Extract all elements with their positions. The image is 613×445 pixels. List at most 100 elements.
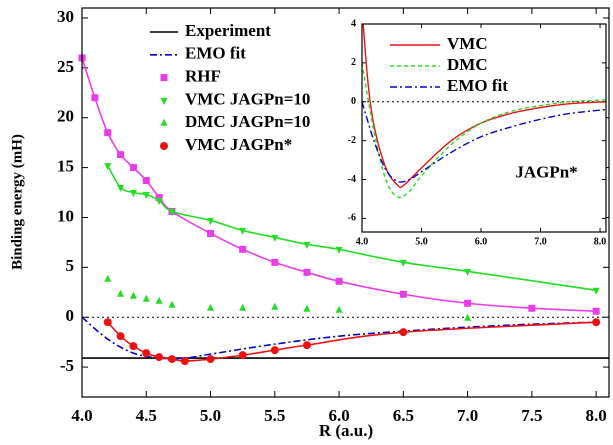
marker <box>592 318 601 327</box>
marker <box>168 208 176 216</box>
y-tick-label: -5 <box>60 356 74 375</box>
plot-frame <box>361 23 607 233</box>
marker <box>129 342 138 351</box>
y-tick-label: 4 <box>351 18 356 29</box>
marker <box>238 351 247 360</box>
annotation: JAGPn* <box>515 163 577 182</box>
x-tick-label: 4.0 <box>356 236 369 247</box>
y-tick-label: 5 <box>66 256 75 275</box>
marker <box>270 346 279 355</box>
x-axis-label: R (a.u.) <box>319 421 373 440</box>
marker <box>271 234 279 242</box>
legend-label: EMO fit <box>185 44 246 63</box>
x-tick-label: 6.5 <box>393 406 414 425</box>
x-tick-label: 4.0 <box>71 406 92 425</box>
marker <box>464 268 472 276</box>
y-tick-label: 20 <box>57 107 74 126</box>
x-tick-label: 8.0 <box>586 406 607 425</box>
marker <box>207 303 215 311</box>
y-tick-label: 0 <box>351 96 356 107</box>
series-line <box>82 316 597 360</box>
marker <box>155 353 164 362</box>
legend-label: VMC JAGPn=10 <box>185 89 310 108</box>
marker <box>117 151 125 159</box>
marker <box>155 194 163 202</box>
plot-frame <box>81 7 610 398</box>
marker <box>160 118 168 126</box>
marker <box>271 258 279 266</box>
x-tick-label: 7.0 <box>534 236 547 247</box>
marker <box>142 294 150 302</box>
y-tick-label: 2 <box>351 57 356 68</box>
series-line <box>107 165 597 292</box>
legend-label: VMC <box>447 34 488 53</box>
marker <box>117 289 125 297</box>
marker <box>207 217 215 225</box>
y-tick-label: 15 <box>57 156 74 175</box>
marker <box>335 305 343 313</box>
marker <box>239 303 247 311</box>
marker <box>142 192 150 200</box>
y-tick-label: 0 <box>66 306 75 325</box>
marker <box>180 357 189 366</box>
y-tick-label: 25 <box>57 57 74 76</box>
legend-label: VMC JAGPn* <box>185 135 292 154</box>
marker <box>155 296 163 304</box>
marker <box>464 299 472 307</box>
marker <box>117 185 125 193</box>
marker <box>239 227 247 235</box>
x-tick-label: 6.0 <box>475 236 488 247</box>
marker <box>104 129 112 137</box>
marker <box>103 318 112 327</box>
marker <box>528 304 536 312</box>
marker <box>399 328 408 337</box>
y-tick-label: -2 <box>348 135 356 146</box>
marker <box>592 287 600 295</box>
legend-label: DMC <box>447 55 488 74</box>
marker <box>168 300 176 308</box>
marker <box>142 177 150 185</box>
marker <box>303 268 311 276</box>
x-tick-label: 7.0 <box>457 406 478 425</box>
marker <box>167 355 176 364</box>
y-axis-label: Binding energy (mH) <box>9 134 25 270</box>
x-tick-label: 6.0 <box>328 406 349 425</box>
y-tick-label: 10 <box>57 206 74 225</box>
marker <box>129 164 137 172</box>
x-tick-label: 4.5 <box>136 406 157 425</box>
legend-label: Experiment <box>185 21 271 40</box>
marker <box>302 341 311 350</box>
marker <box>464 313 472 321</box>
marker <box>91 94 99 102</box>
legend-label: EMO fit <box>447 76 508 95</box>
marker <box>142 349 151 358</box>
marker <box>160 97 168 105</box>
series-line <box>362 62 606 199</box>
x-tick-label: 5.0 <box>415 236 428 247</box>
series-line <box>362 24 606 189</box>
marker <box>271 302 279 310</box>
x-tick-label: 5.0 <box>200 406 221 425</box>
marker <box>129 291 137 299</box>
marker <box>160 142 168 150</box>
marker <box>129 190 137 198</box>
marker <box>239 245 247 253</box>
marker <box>335 246 343 254</box>
marker <box>303 241 311 249</box>
marker <box>160 74 168 82</box>
x-tick-label: 5.5 <box>264 406 285 425</box>
marker <box>206 355 215 364</box>
marker <box>303 304 311 312</box>
x-tick-label: 8.0 <box>594 236 607 247</box>
marker <box>399 290 407 298</box>
legend-label: RHF <box>185 67 221 86</box>
marker <box>104 163 112 171</box>
marker <box>116 332 125 341</box>
y-tick-label: -4 <box>348 174 356 185</box>
marker <box>207 229 215 237</box>
y-tick-label: -6 <box>348 213 356 224</box>
marker <box>592 307 600 315</box>
marker <box>104 274 112 282</box>
marker <box>335 277 343 285</box>
